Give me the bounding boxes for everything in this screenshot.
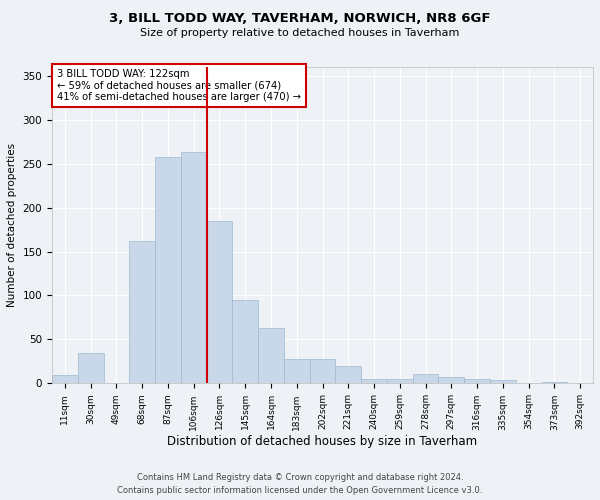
Bar <box>258 328 284 384</box>
Bar <box>232 300 258 384</box>
Bar <box>181 152 206 384</box>
Bar <box>155 156 181 384</box>
Bar <box>52 374 78 384</box>
Bar <box>361 379 387 384</box>
Text: Contains HM Land Registry data © Crown copyright and database right 2024.: Contains HM Land Registry data © Crown c… <box>137 472 463 482</box>
Bar <box>387 379 413 384</box>
Y-axis label: Number of detached properties: Number of detached properties <box>7 143 17 307</box>
Bar <box>464 379 490 384</box>
Bar <box>542 382 567 384</box>
Bar <box>335 366 361 384</box>
Bar <box>284 359 310 384</box>
Text: 3, BILL TODD WAY, TAVERHAM, NORWICH, NR8 6GF: 3, BILL TODD WAY, TAVERHAM, NORWICH, NR8… <box>109 12 491 26</box>
Bar <box>310 359 335 384</box>
Bar <box>206 221 232 384</box>
Bar <box>413 374 439 384</box>
Bar <box>439 377 464 384</box>
Bar <box>78 352 104 384</box>
Text: Size of property relative to detached houses in Taverham: Size of property relative to detached ho… <box>140 28 460 38</box>
Bar <box>129 241 155 384</box>
Text: 3 BILL TODD WAY: 122sqm
← 59% of detached houses are smaller (674)
41% of semi-d: 3 BILL TODD WAY: 122sqm ← 59% of detache… <box>58 68 301 102</box>
X-axis label: Distribution of detached houses by size in Taverham: Distribution of detached houses by size … <box>167 435 478 448</box>
Bar <box>490 380 516 384</box>
Text: Contains public sector information licensed under the Open Government Licence v3: Contains public sector information licen… <box>118 486 482 495</box>
